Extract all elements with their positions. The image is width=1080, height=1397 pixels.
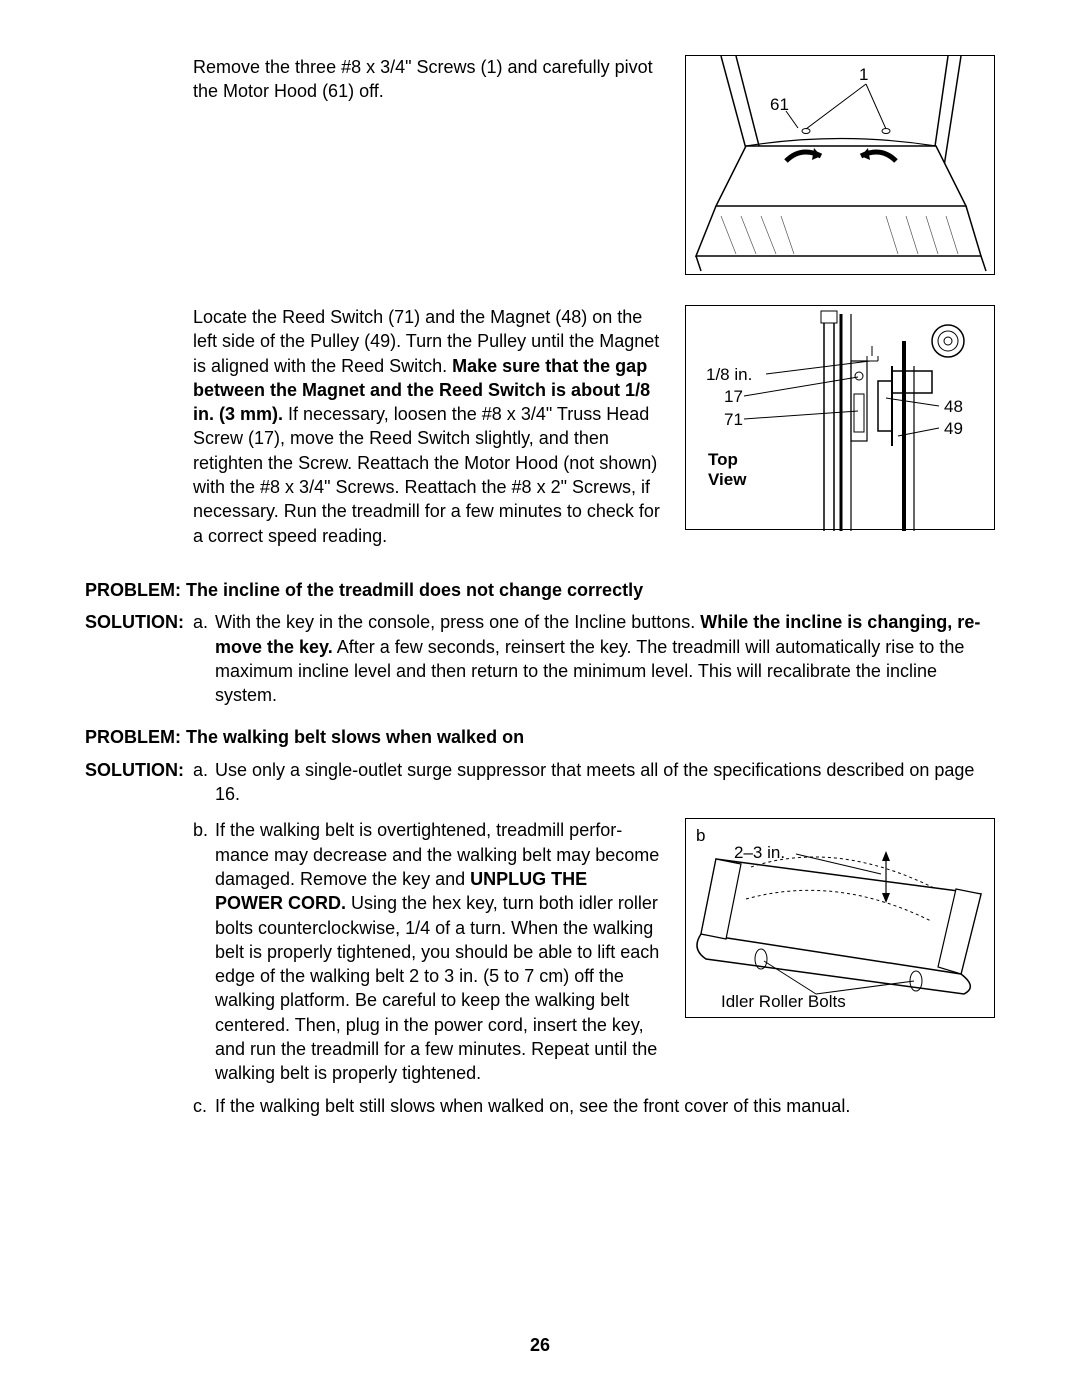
p2b-2: Using the hex key, turn both idler rolle… [215, 893, 659, 1083]
sol-text-2a: Use only a single-outlet surge suppresso… [215, 758, 995, 807]
problem2-heading: PROBLEM: The walking belt slows when wal… [85, 725, 995, 749]
step2-row: Locate the Reed Switch (71) and the Magn… [85, 305, 995, 548]
step2-p2: If neces­sary, loosen the #8 x 3/4" Trus… [193, 404, 660, 545]
p1a-1: With the key in the console, press one o… [215, 612, 700, 632]
step1-text: Remove the three #8 x 3/4" Screws (1) an… [85, 55, 660, 104]
sol-letter-2a: a. [193, 758, 215, 782]
p2b-1: If the walking belt is overtightened, tr… [215, 820, 659, 889]
p2b-text-col: b. If the walking belt is overtightened,… [85, 818, 660, 1085]
step1-row: Remove the three #8 x 3/4" Screws (1) an… [85, 55, 995, 275]
label-61: 61 [770, 94, 789, 117]
sol-label-2: SOLUTION: [85, 758, 193, 782]
page-content: Remove the three #8 x 3/4" Screws (1) an… [0, 0, 1080, 1158]
problem2-sol-b-row: b. If the walking belt is overtightened,… [85, 818, 995, 1085]
sol-letter-1a: a. [193, 610, 215, 634]
p2b-spacer [85, 818, 193, 1085]
page-number: 26 [0, 1333, 1080, 1357]
problem2-sol-a: SOLUTION: a. Use only a single-outlet su… [85, 758, 995, 807]
fig-motor-hood: 61 1 [685, 55, 995, 275]
problem2-sol-c: c. If the walking belt still slows when … [85, 1094, 995, 1118]
label-49: 49 [944, 418, 963, 441]
p2b-wrap: b. If the walking belt is overtightened,… [85, 818, 660, 1085]
step1-text-col: Remove the three #8 x 3/4" Screws (1) an… [85, 55, 660, 275]
sol-text-2b: If the walking belt is overtightened, tr… [215, 818, 660, 1085]
label-1: 1 [859, 64, 868, 87]
label-lift: 2–3 in. [734, 842, 785, 865]
label-17: 17 [724, 386, 743, 409]
fig-reed-switch: 1/8 in. 17 71 48 49 Top View [685, 305, 995, 530]
sol-text-2c: If the walking belt still slows when wal… [215, 1094, 995, 1118]
label-view-bot: View [708, 469, 746, 492]
p2c-spacer [85, 1094, 193, 1118]
step2-text-col: Locate the Reed Switch (71) and the Magn… [85, 305, 660, 548]
fig-belt: b 2–3 in. Idler Roller Bolts [685, 818, 995, 1018]
sol-letter-2b: b. [193, 818, 215, 1085]
sol-letter-2c: c. [193, 1094, 215, 1118]
label-bolts: Idler Roller Bolts [721, 991, 846, 1014]
label-48: 48 [944, 396, 963, 419]
sol-label-1: SOLUTION: [85, 610, 193, 634]
sol-text-1a: With the key in the console, press one o… [215, 610, 995, 707]
label-b: b [696, 825, 705, 848]
label-gap: 1/8 in. [706, 364, 752, 387]
problem1-heading: PROBLEM: The incline of the treadmill do… [85, 578, 995, 602]
step2-text: Locate the Reed Switch (71) and the Magn… [85, 305, 660, 548]
problem1-solution: SOLUTION: a. With the key in the console… [85, 610, 995, 707]
label-71: 71 [724, 409, 743, 432]
